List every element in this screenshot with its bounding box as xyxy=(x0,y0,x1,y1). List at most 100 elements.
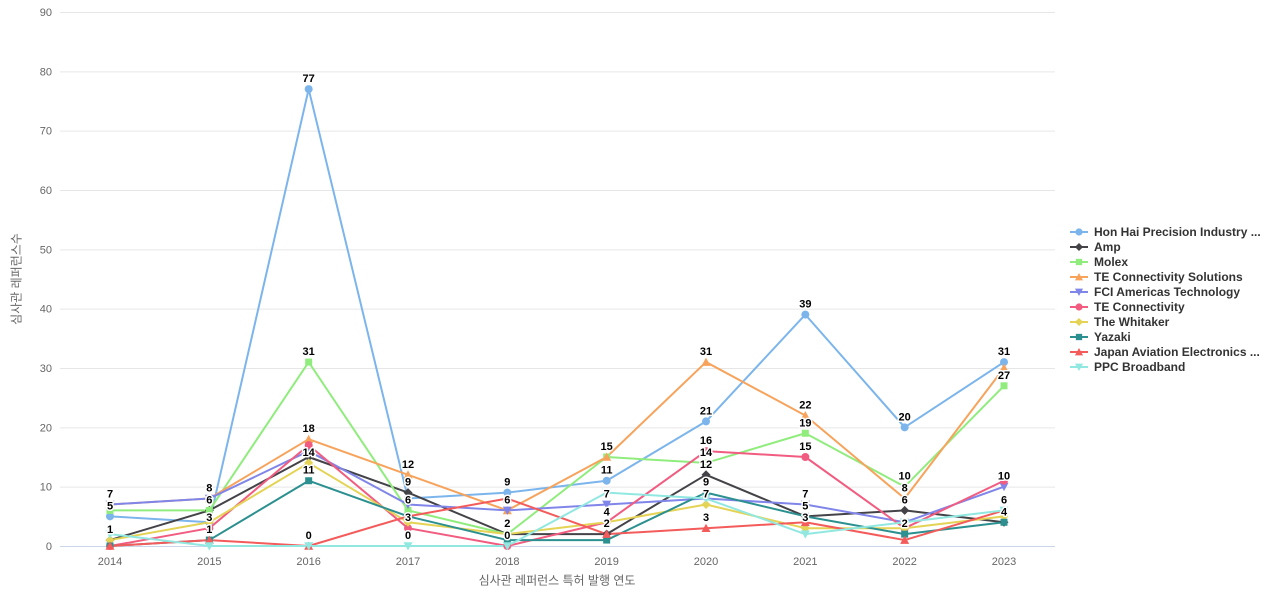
series-7-point-2023 xyxy=(1000,518,1008,526)
x-tick-label: 2015 xyxy=(197,556,221,568)
series-line-0 xyxy=(109,88,1005,524)
data-label: 19 xyxy=(799,417,811,429)
data-label: 11 xyxy=(303,465,315,477)
data-label: 6 xyxy=(902,494,908,506)
data-label: 9 xyxy=(703,477,709,489)
series-4-point-2023 xyxy=(999,482,1009,492)
series-0-point-2023 xyxy=(1000,358,1008,367)
series-4-point-2017 xyxy=(403,500,413,509)
series-0-point-2019 xyxy=(602,476,611,485)
legend-item-label: Amp xyxy=(1094,239,1121,254)
series-8-point-2020 xyxy=(701,523,711,532)
series-2-point-2022 xyxy=(901,483,909,491)
series-3-point-2016 xyxy=(304,434,314,443)
series-9-point-2020 xyxy=(701,494,711,504)
series-6-point-2019 xyxy=(602,517,612,527)
circle-legend-icon xyxy=(1070,302,1088,311)
series-2-point-2016 xyxy=(305,358,313,366)
series-5-point-2023 xyxy=(1000,476,1008,485)
data-label: 6 xyxy=(206,494,212,506)
legend-item-7[interactable]: Yazaki xyxy=(1069,329,1261,344)
data-label: 21 xyxy=(700,405,712,417)
series-3-point-2020 xyxy=(701,357,711,366)
series-8-point-2018 xyxy=(502,494,512,503)
x-tick-label: 2023 xyxy=(992,556,1016,568)
data-label: 3 xyxy=(703,512,709,524)
legend-item-0[interactable]: Hon Hai Precision Industry ... xyxy=(1069,224,1261,239)
series-line-7 xyxy=(109,479,1005,547)
series-1-point-2020 xyxy=(701,470,711,480)
series-2-point-2020 xyxy=(702,459,710,467)
x-tick-label: 2014 xyxy=(98,556,122,568)
data-label: 6 xyxy=(405,494,411,506)
legend-item-6[interactable]: The Whitaker xyxy=(1069,314,1261,329)
legend-item-label: Hon Hai Precision Industry ... xyxy=(1094,224,1261,239)
series-2-point-2017 xyxy=(404,506,412,514)
series-1-point-2022 xyxy=(900,505,910,515)
x-tick-label: 2019 xyxy=(594,556,618,568)
x-tick-label: 2021 xyxy=(793,556,817,568)
data-label: 18 xyxy=(303,423,315,435)
series-4-point-2021 xyxy=(800,500,810,509)
legend-item-1[interactable]: Amp xyxy=(1069,239,1261,254)
data-label: 4 xyxy=(1001,506,1008,518)
series-5-point-2015 xyxy=(205,524,214,533)
series-7-point-2022 xyxy=(901,530,909,538)
series-4-point-2018 xyxy=(502,506,512,515)
series-line-2 xyxy=(109,361,1005,536)
series-6-point-2018 xyxy=(502,529,512,539)
series-6-point-2023 xyxy=(999,511,1009,521)
y-tick-label: 40 xyxy=(40,304,52,316)
legend-item-5[interactable]: TE Connectivity xyxy=(1069,299,1261,314)
series-4-point-2016 xyxy=(304,447,314,456)
data-label: 10 xyxy=(998,471,1010,483)
data-label: 2 xyxy=(604,518,610,530)
triangle-legend-icon xyxy=(1070,347,1088,355)
data-label: 5 xyxy=(107,500,113,512)
series-markers-9 xyxy=(105,488,1009,551)
series-0-point-2022 xyxy=(900,423,909,432)
series-markers-3 xyxy=(105,357,1009,515)
series-6-point-2020 xyxy=(701,499,711,509)
data-label: 7 xyxy=(604,488,610,500)
series-6-point-2015 xyxy=(204,517,214,527)
series-0-point-2016 xyxy=(304,85,313,94)
data-label: 31 xyxy=(303,346,315,358)
legend: Hon Hai Precision Industry ... Amp Molex TE… xyxy=(1069,224,1261,374)
legend-item-4[interactable]: FCI Americas Technology xyxy=(1069,284,1261,299)
series-9-point-2021 xyxy=(800,530,810,539)
triangle-down-legend-icon xyxy=(1070,288,1088,296)
data-label: 1 xyxy=(107,524,113,536)
data-label: 2 xyxy=(504,518,510,530)
data-label: 9 xyxy=(405,477,411,489)
y-tick-label: 30 xyxy=(40,363,52,375)
legend-item-label: Japan Aviation Electronics ... xyxy=(1094,344,1260,359)
series-7-point-2019 xyxy=(603,536,611,544)
legend-item-9[interactable]: PPC Broadband xyxy=(1069,359,1261,374)
data-label: 15 xyxy=(799,441,811,453)
series-1-point-2016 xyxy=(304,452,314,462)
legend-item-2[interactable]: Molex xyxy=(1069,254,1261,269)
series-9-point-2022 xyxy=(900,518,910,527)
series-3-point-2021 xyxy=(800,410,810,420)
y-tick-label: 20 xyxy=(40,422,52,434)
series-0-point-2020 xyxy=(702,417,710,426)
series-4-point-2014 xyxy=(105,500,115,509)
data-label: 39 xyxy=(799,299,811,311)
series-4-point-2015 xyxy=(204,494,214,504)
legend-item-3[interactable]: TE Connectivity Solutions xyxy=(1069,269,1261,284)
series-6-point-2022 xyxy=(900,523,910,533)
series-line-4 xyxy=(109,450,1005,524)
legend-item-8[interactable]: Japan Aviation Electronics ... xyxy=(1069,344,1261,359)
series-3-point-2017 xyxy=(403,470,413,479)
data-label: 15 xyxy=(601,441,613,453)
series-2-point-2023 xyxy=(1000,382,1008,390)
data-label: 27 xyxy=(998,370,1010,382)
series-9-point-2014 xyxy=(105,530,115,539)
y-tick-label: 0 xyxy=(46,541,52,553)
triangle-down-legend-icon xyxy=(1070,363,1088,371)
